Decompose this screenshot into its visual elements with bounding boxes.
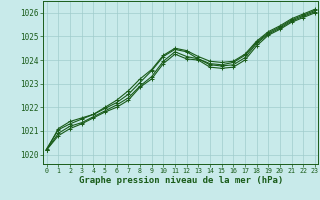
X-axis label: Graphe pression niveau de la mer (hPa): Graphe pression niveau de la mer (hPa) <box>79 176 283 185</box>
